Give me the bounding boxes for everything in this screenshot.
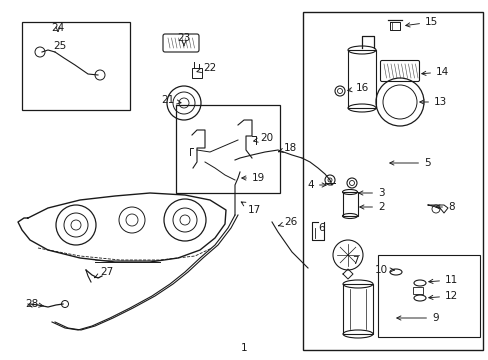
Text: 22: 22 — [197, 63, 216, 73]
Text: 3: 3 — [358, 188, 384, 198]
Text: 5: 5 — [389, 158, 430, 168]
Text: 21: 21 — [161, 95, 181, 105]
Text: 20: 20 — [253, 133, 273, 143]
Bar — [303, 12, 482, 350]
Bar — [176, 105, 280, 193]
Text: 10: 10 — [374, 265, 393, 275]
Bar — [347, 50, 375, 108]
Text: 11: 11 — [428, 275, 457, 285]
Text: 8: 8 — [435, 202, 454, 212]
Bar — [377, 255, 479, 337]
Text: 23: 23 — [177, 33, 190, 46]
Text: 25: 25 — [53, 41, 66, 51]
Text: 9: 9 — [396, 313, 438, 323]
Text: 6: 6 — [317, 223, 324, 233]
Text: 12: 12 — [428, 291, 457, 301]
Text: 27: 27 — [94, 267, 113, 278]
Text: 16: 16 — [347, 83, 368, 93]
Text: 18: 18 — [278, 143, 297, 153]
Text: 17: 17 — [241, 202, 261, 215]
Text: 26: 26 — [278, 217, 297, 227]
Text: 28: 28 — [25, 299, 43, 309]
Bar — [22, 22, 130, 110]
Text: 1: 1 — [240, 343, 247, 353]
Text: 24: 24 — [51, 23, 64, 33]
Text: 14: 14 — [421, 67, 448, 77]
Text: 2: 2 — [359, 202, 384, 212]
Text: 7: 7 — [351, 256, 358, 266]
Bar — [412, 287, 422, 294]
Bar — [342, 284, 372, 334]
Text: 19: 19 — [241, 173, 264, 183]
Bar — [342, 192, 357, 216]
Text: 13: 13 — [419, 97, 447, 107]
Bar — [192, 68, 202, 78]
Text: 4: 4 — [307, 180, 325, 190]
Text: 15: 15 — [405, 17, 437, 27]
